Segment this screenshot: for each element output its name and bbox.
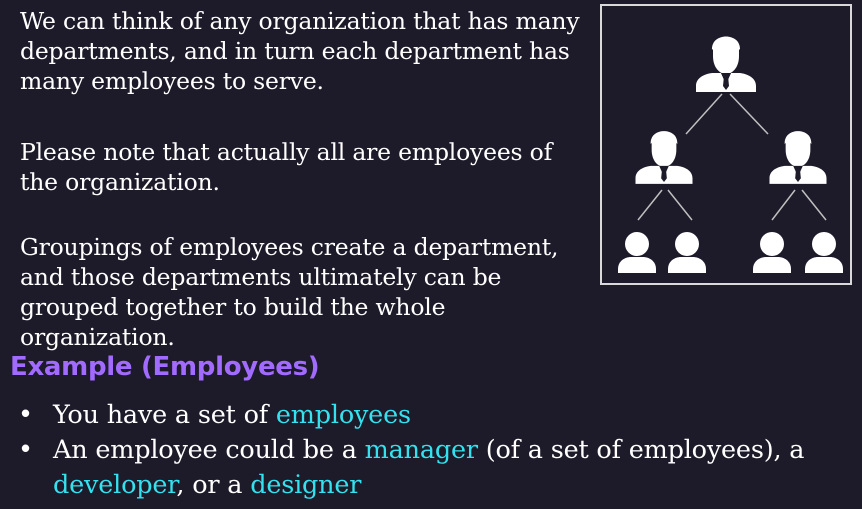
highlight-term: designer xyxy=(250,470,362,500)
highlight-term: developer xyxy=(53,470,177,500)
list-item: • You have a set of employees xyxy=(18,398,848,433)
org-chart-graphic xyxy=(618,36,843,273)
note-paragraph: Please note that actually all are employ… xyxy=(20,138,553,196)
bullet-text: You have a set of xyxy=(53,400,276,430)
employee-icon-1 xyxy=(618,232,656,273)
employee-icon-3 xyxy=(753,232,791,273)
employee-icon-2 xyxy=(668,232,706,273)
list-item: • An employee could be a manager (of a s… xyxy=(18,433,848,503)
bullet-text: An employee could be a xyxy=(53,435,365,465)
manager-icon-top xyxy=(696,36,756,92)
org-chart-icon xyxy=(600,4,852,285)
employee-icon-4 xyxy=(805,232,843,273)
org-chart-lines xyxy=(637,93,827,221)
intro-paragraph: We can think of any organization that ha… xyxy=(20,7,580,95)
section-heading: Example (Employees) xyxy=(10,352,320,382)
grouping-paragraph: Groupings of employees create a departme… xyxy=(20,233,559,351)
bullet-text: (of a set of employees), a xyxy=(477,435,805,465)
highlight-term: employees xyxy=(275,400,411,430)
highlight-term: manager xyxy=(364,435,478,465)
manager-icon-right xyxy=(769,131,827,184)
bullet-dot: • xyxy=(18,400,33,430)
bullet-text: , or a xyxy=(176,470,251,500)
bullet-list: • You have a set of employees • An emplo… xyxy=(18,398,848,503)
bullet-dot: • xyxy=(18,435,33,465)
manager-icon-left xyxy=(635,131,693,184)
